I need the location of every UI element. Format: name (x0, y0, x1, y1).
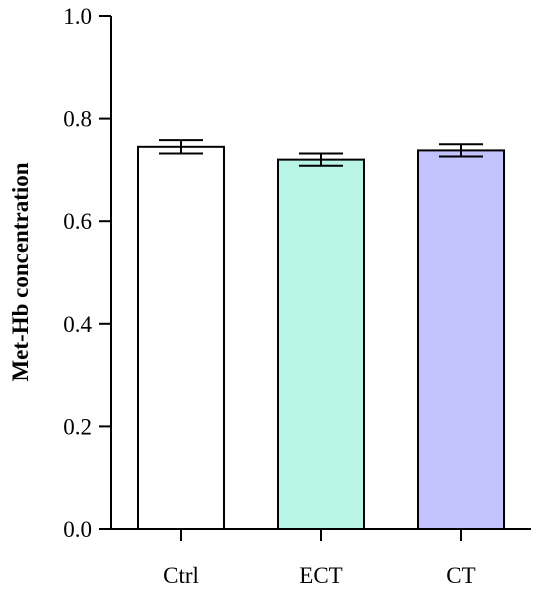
y-tick-label: 0.6 (63, 209, 92, 234)
bar-ctrl (137, 145, 225, 530)
x-tick-label-ctrl: Ctrl (163, 563, 199, 588)
y-tick-label: 0.2 (63, 414, 92, 439)
x-tick-label-ect: ECT (299, 563, 342, 588)
bar-ect (277, 158, 365, 530)
y-axis-label: Met-Hb concentration (8, 162, 33, 381)
bar-ct (417, 149, 505, 530)
x-tick-label-ct: CT (446, 563, 475, 588)
y-tick-label: 0.8 (63, 107, 92, 132)
y-tick-label: 1.0 (63, 4, 92, 29)
y-axis: 0.0 0.2 0.4 0.6 0.8 1.0 (63, 4, 112, 542)
bars (137, 139, 505, 530)
x-axis: Ctrl ECT CT (110, 528, 531, 588)
y-tick-label: 0.0 (63, 517, 92, 542)
y-tick-label: 0.4 (63, 312, 92, 337)
